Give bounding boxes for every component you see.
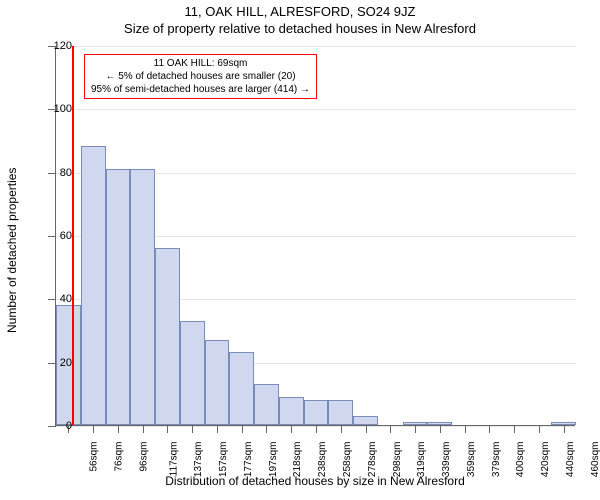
x-tick-label: 157sqm — [218, 442, 229, 478]
histogram-bar — [155, 248, 180, 425]
x-tick — [465, 425, 466, 433]
x-tick — [341, 425, 342, 433]
x-tick — [440, 425, 441, 433]
chart-title-main: 11, OAK HILL, ALRESFORD, SO24 9JZ — [0, 0, 600, 19]
histogram-bar — [328, 400, 353, 425]
y-axis-label: Number of detached properties — [5, 168, 19, 333]
x-tick-label: 400sqm — [515, 442, 526, 478]
x-tick — [390, 425, 391, 433]
x-tick — [217, 425, 218, 433]
x-tick — [143, 425, 144, 433]
histogram-bar — [180, 321, 205, 426]
x-tick — [539, 425, 540, 433]
y-tick — [48, 236, 56, 237]
histogram-bar — [130, 169, 155, 426]
x-tick — [514, 425, 515, 433]
grid-line — [56, 109, 576, 110]
x-tick — [118, 425, 119, 433]
x-tick-label: 420sqm — [540, 442, 551, 478]
y-tick-label: 60 — [60, 230, 72, 242]
grid-line — [56, 46, 576, 47]
y-tick — [48, 426, 56, 427]
x-tick-label: 197sqm — [268, 442, 279, 478]
y-tick — [48, 363, 56, 364]
histogram-bar — [106, 169, 131, 426]
y-tick — [48, 299, 56, 300]
y-tick-label: 80 — [60, 167, 72, 179]
histogram-bar — [353, 416, 378, 426]
y-tick — [48, 173, 56, 174]
x-tick — [291, 425, 292, 433]
x-tick-label: 339sqm — [441, 442, 452, 478]
plot-area: 11 OAK HILL: 69sqm← 5% of detached house… — [55, 46, 575, 426]
x-tick-label: 460sqm — [590, 442, 600, 478]
x-tick — [415, 425, 416, 433]
y-tick-label: 40 — [60, 293, 72, 305]
y-tick-label: 100 — [54, 103, 72, 115]
y-tick-label: 120 — [54, 40, 72, 52]
x-tick — [489, 425, 490, 433]
x-tick-label: 278sqm — [367, 442, 378, 478]
x-tick — [192, 425, 193, 433]
x-tick-label: 359sqm — [466, 442, 477, 478]
x-tick — [316, 425, 317, 433]
y-tick-label: 0 — [66, 420, 72, 432]
chart-container: 11, OAK HILL, ALRESFORD, SO24 9JZ Size o… — [0, 0, 600, 500]
x-tick-label: 298sqm — [392, 442, 403, 478]
y-tick-label: 20 — [60, 357, 72, 369]
histogram-bar — [205, 340, 230, 426]
x-tick-label: 379sqm — [491, 442, 502, 478]
info-box-line2: ← 5% of detached houses are smaller (20) — [91, 70, 310, 83]
x-tick — [167, 425, 168, 433]
x-tick — [242, 425, 243, 433]
x-tick — [93, 425, 94, 433]
x-tick-label: 319sqm — [416, 442, 427, 478]
info-box-line3: 95% of semi-detached houses are larger (… — [91, 83, 310, 96]
x-tick — [266, 425, 267, 433]
x-tick — [564, 425, 565, 433]
histogram-bar — [254, 384, 279, 425]
x-tick-label: 76sqm — [114, 442, 125, 472]
x-tick-label: 218sqm — [293, 442, 304, 478]
x-tick-label: 56sqm — [89, 442, 100, 472]
histogram-bar — [279, 397, 304, 426]
histogram-bar — [81, 146, 106, 425]
info-box: 11 OAK HILL: 69sqm← 5% of detached house… — [84, 54, 317, 99]
property-marker-line — [72, 46, 74, 425]
histogram-bar — [304, 400, 329, 425]
x-tick-label: 440sqm — [565, 442, 576, 478]
x-tick-label: 238sqm — [317, 442, 328, 478]
info-box-line1: 11 OAK HILL: 69sqm — [91, 57, 310, 70]
chart-title-sub: Size of property relative to detached ho… — [0, 19, 600, 36]
x-tick-label: 117sqm — [168, 442, 179, 477]
x-tick-label: 137sqm — [194, 442, 205, 478]
histogram-bar — [229, 352, 254, 425]
x-tick-label: 258sqm — [342, 442, 353, 478]
x-tick-label: 96sqm — [138, 442, 149, 472]
x-tick-label: 177sqm — [243, 442, 254, 478]
x-tick — [366, 425, 367, 433]
